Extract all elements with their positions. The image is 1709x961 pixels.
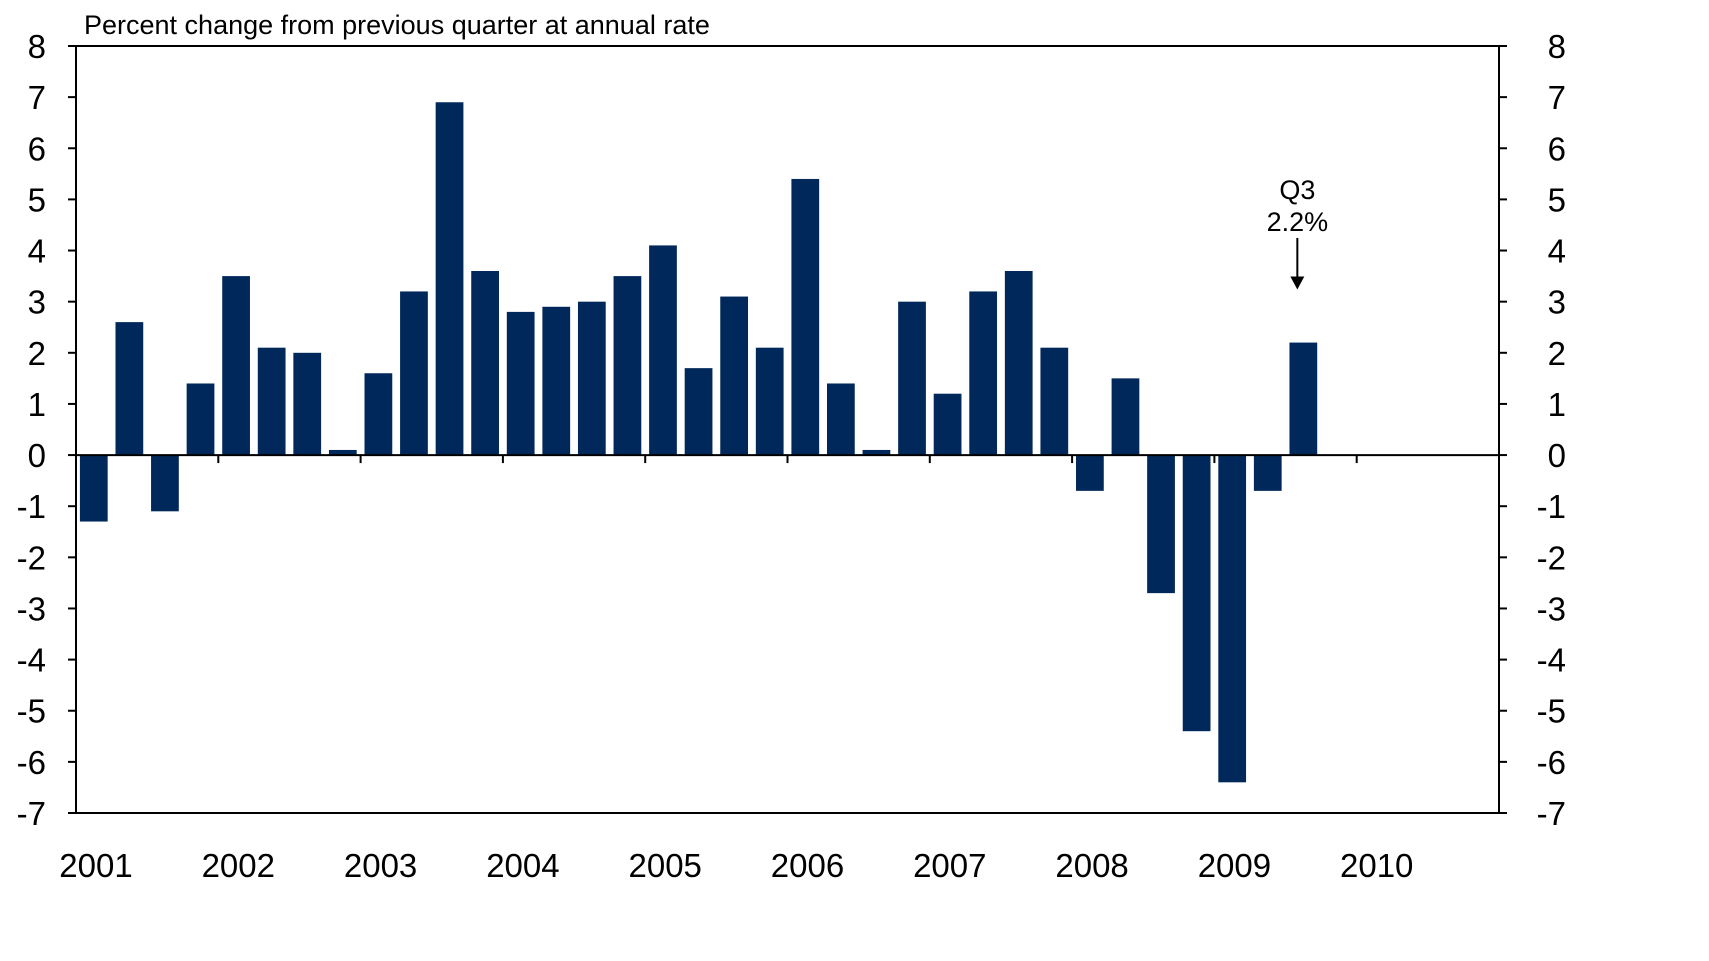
bar-q26 xyxy=(969,291,998,456)
bar-q31 xyxy=(1147,455,1175,594)
right-y-axis: 8 7 6 5 4 3 2 1 0 -1 -2 -3 -4 -5 -6 -7 xyxy=(1499,28,1566,832)
frame-layer xyxy=(75,45,1500,814)
right-tick-label: -1 xyxy=(1537,488,1566,525)
bar-q6 xyxy=(257,347,286,456)
x-tick-label: 2008 xyxy=(1055,847,1128,884)
right-tick-label: -2 xyxy=(1537,539,1566,576)
left-tick-label: -1 xyxy=(17,488,46,525)
left-tick-label: -4 xyxy=(17,642,46,679)
annotation-layer: Q3 2.2% xyxy=(1267,175,1329,290)
x-tick-label: 2009 xyxy=(1198,847,1271,884)
bar-q14 xyxy=(542,306,571,456)
left-tick-label: 5 xyxy=(28,181,46,218)
right-tick-label: -5 xyxy=(1537,693,1566,730)
right-tick-label: 2 xyxy=(1548,335,1566,372)
left-tick-label: 1 xyxy=(28,386,46,423)
right-tick-label: 5 xyxy=(1548,181,1566,218)
bar-q30 xyxy=(1111,378,1140,456)
x-tick-label: 2001 xyxy=(59,847,132,884)
plot-frame xyxy=(75,45,1500,814)
right-tick-label: -6 xyxy=(1537,744,1566,781)
left-y-axis: 8 7 6 5 4 3 2 1 0 -1 -2 -3 -4 -5 -6 -7 xyxy=(17,28,76,832)
x-tick-label: 2010 xyxy=(1340,847,1413,884)
bar-q33 xyxy=(1218,455,1247,783)
bar-q24 xyxy=(898,301,926,456)
annotation-value-label: 2.2% xyxy=(1267,207,1329,237)
left-tick-label: 0 xyxy=(28,437,46,474)
bar-q4 xyxy=(186,383,215,456)
right-tick-label: -4 xyxy=(1537,642,1566,679)
left-tick-label: 3 xyxy=(28,284,46,321)
bar-q28 xyxy=(1040,347,1069,456)
x-tick-label: 2006 xyxy=(771,847,844,884)
left-tick-label: 4 xyxy=(28,233,46,270)
bar-q17 xyxy=(649,245,677,456)
bar-q7 xyxy=(293,352,322,456)
x-tick-label: 2003 xyxy=(344,847,417,884)
bar-q21 xyxy=(791,178,820,456)
left-tick-label: 2 xyxy=(28,335,46,372)
right-tick-label: -3 xyxy=(1537,590,1566,627)
bar-q15 xyxy=(577,301,606,456)
annotation-quarter-label: Q3 xyxy=(1279,175,1315,205)
bar-q19 xyxy=(720,296,749,456)
left-tick-label: -7 xyxy=(17,795,46,832)
bars-layer xyxy=(79,102,1318,783)
bar-q16 xyxy=(613,276,642,456)
bar-q29 xyxy=(1076,455,1104,491)
right-tick-label: 4 xyxy=(1548,233,1566,270)
right-tick-label: 3 xyxy=(1548,284,1566,321)
left-tick-label: -6 xyxy=(17,744,46,781)
right-tick-label: 0 xyxy=(1548,437,1566,474)
left-tick-label: -5 xyxy=(17,693,46,730)
bar-q12 xyxy=(471,270,499,456)
bar-q5 xyxy=(222,276,250,456)
right-tick-label: 7 xyxy=(1548,79,1566,116)
x-tick-label: 2005 xyxy=(628,847,701,884)
left-tick-label: 8 xyxy=(28,28,46,65)
left-tick-label: -2 xyxy=(17,539,46,576)
right-tick-label: 8 xyxy=(1548,28,1566,65)
bar-q32 xyxy=(1182,455,1211,732)
x-tick-label: 2004 xyxy=(486,847,559,884)
bar-q1 xyxy=(79,455,108,522)
x-tick-label: 2007 xyxy=(913,847,986,884)
bar-q20 xyxy=(755,347,784,456)
bar-q3 xyxy=(151,455,179,512)
left-tick-label: 6 xyxy=(28,130,46,167)
right-tick-label: -7 xyxy=(1537,795,1566,832)
bar-q22 xyxy=(826,383,855,456)
bar-q35 xyxy=(1289,342,1318,456)
bar-q27 xyxy=(1004,270,1033,456)
right-tick-label: 6 xyxy=(1548,130,1566,167)
bar-q23 xyxy=(862,449,891,456)
bar-q13 xyxy=(506,311,535,456)
bar-q11 xyxy=(435,102,464,456)
bar-q25 xyxy=(933,393,962,456)
bar-q2 xyxy=(115,322,144,456)
right-tick-label: 1 xyxy=(1548,386,1566,423)
chart-subtitle: Percent change from previous quarter at … xyxy=(84,10,710,40)
left-tick-label: 7 xyxy=(28,79,46,116)
bar-q8 xyxy=(328,449,357,456)
bar-q18 xyxy=(684,368,713,456)
bar-q10 xyxy=(400,291,428,456)
bar-q9 xyxy=(364,373,393,456)
x-axis: 2001 2002 2003 2004 2005 2006 2007 2008 2009 2010 xyxy=(59,455,1413,884)
x-tick-label: 2002 xyxy=(202,847,275,884)
left-tick-label: -3 xyxy=(17,590,46,627)
annotation-arrow-head xyxy=(1290,276,1305,290)
bar-q34 xyxy=(1253,455,1282,491)
